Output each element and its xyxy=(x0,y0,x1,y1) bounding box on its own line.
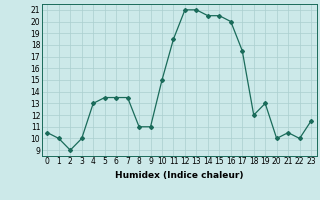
X-axis label: Humidex (Indice chaleur): Humidex (Indice chaleur) xyxy=(115,171,244,180)
